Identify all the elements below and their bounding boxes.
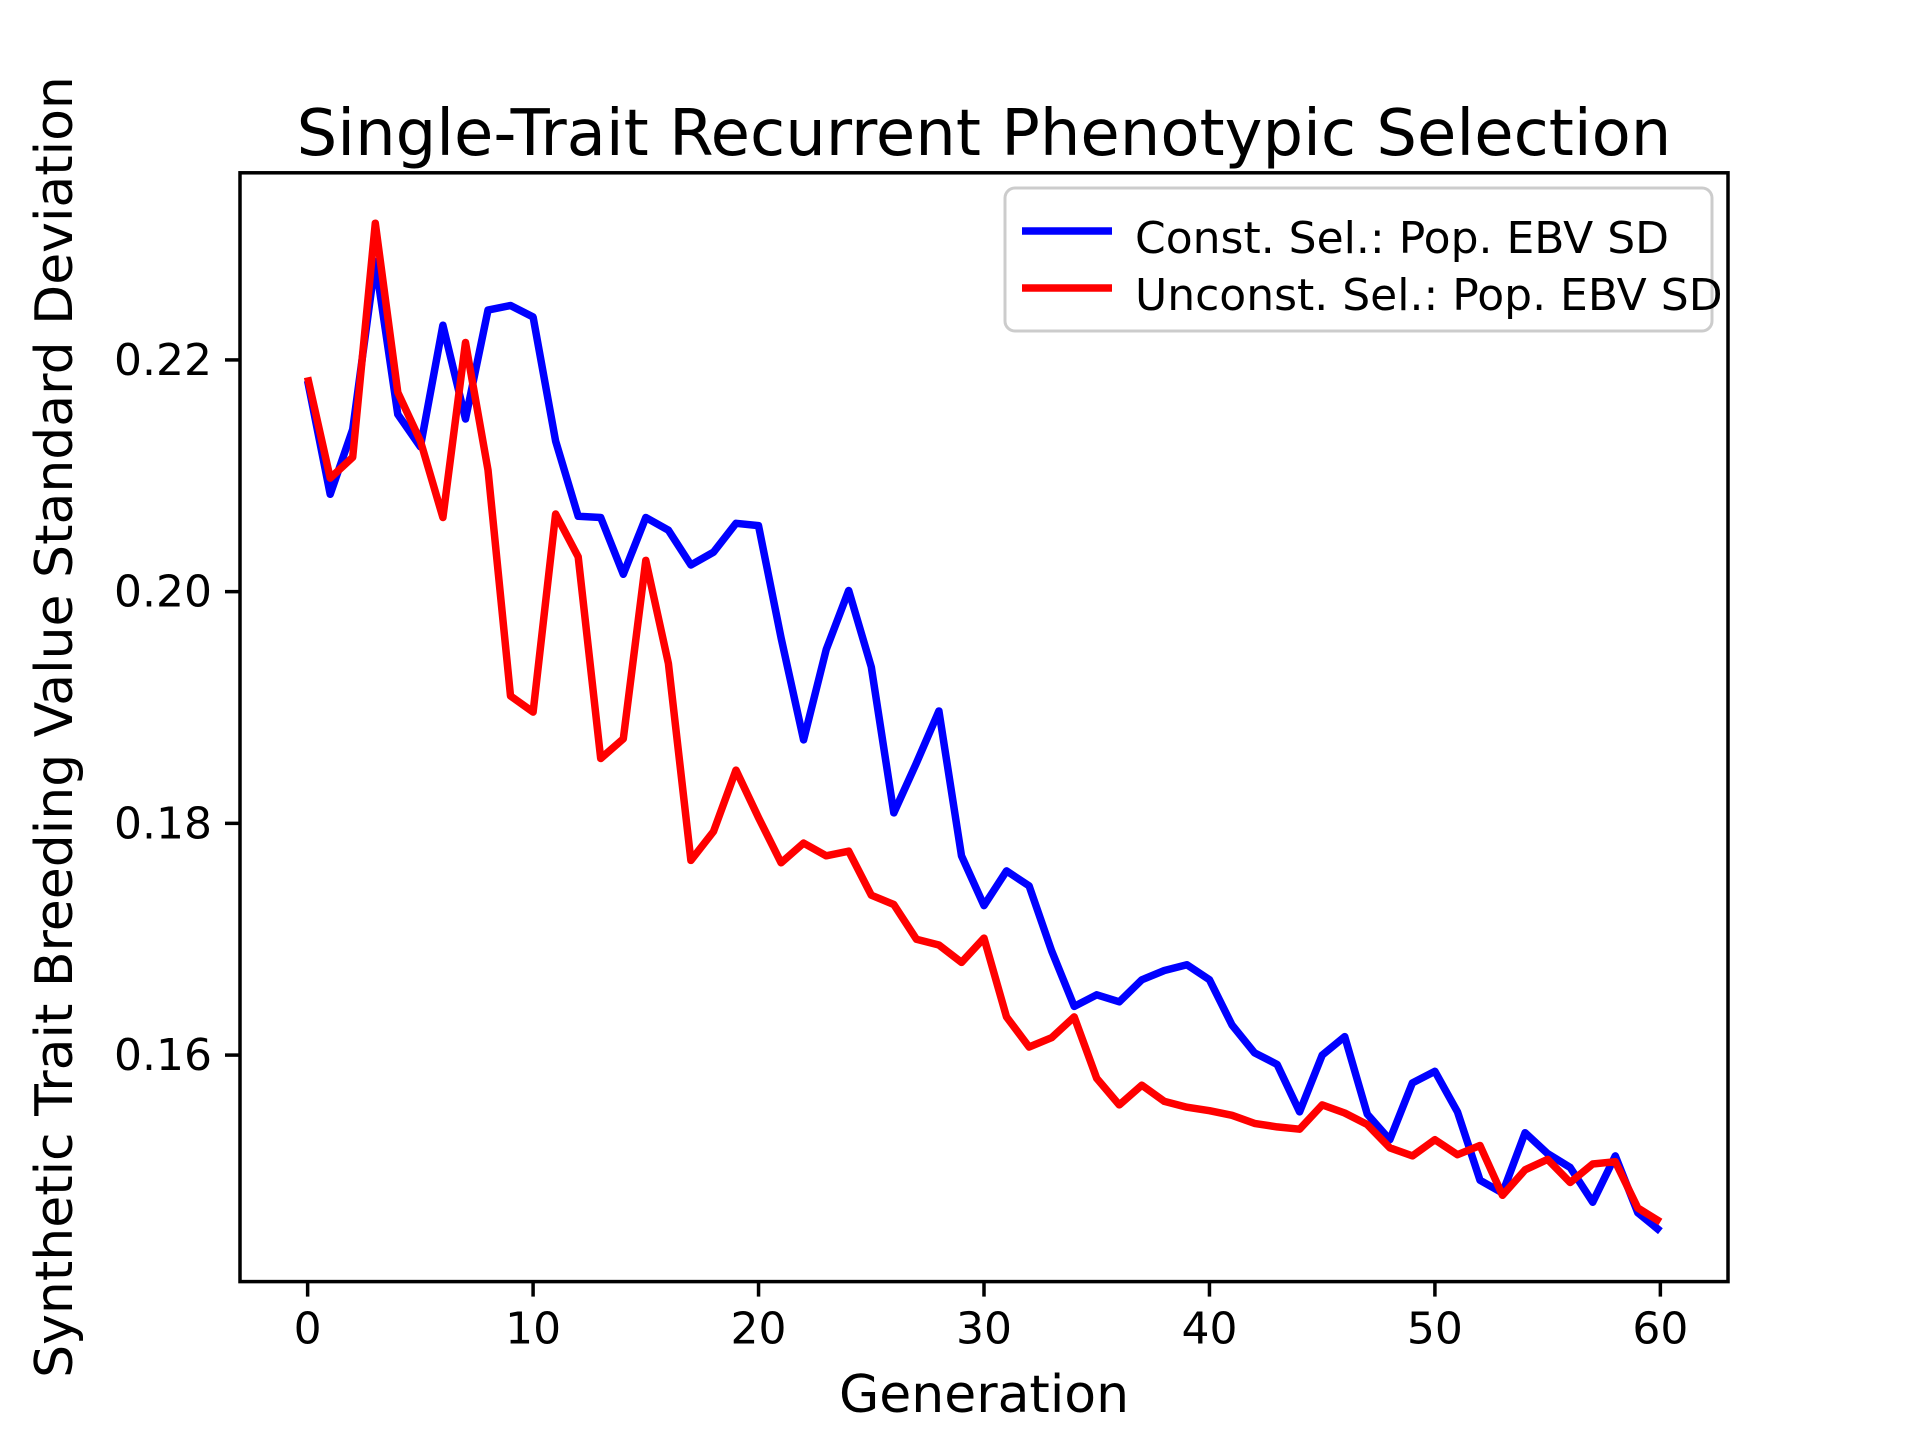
axes-frame	[238, 171, 1730, 1284]
chart-title: Single-Trait Recurrent Phenotypic Select…	[297, 97, 1672, 171]
x-tick-label: 40	[1181, 1304, 1237, 1355]
legend-label: Const. Sel.: Pop. EBV SD	[1135, 213, 1669, 264]
x-axis-label: Generation	[839, 1365, 1129, 1425]
x-tick-label: 50	[1407, 1304, 1463, 1355]
plot-area	[303, 219, 1663, 1235]
y-axis-label: Synthetic Trait Breeding Value Standard …	[25, 76, 85, 1378]
legend-box	[1003, 186, 1714, 333]
legend-label: Unconst. Sel.: Pop. EBV SD	[1135, 270, 1723, 321]
axes: 0 10 20 30 40 50 60 0.16 0.18 0.20 0.22	[114, 335, 1688, 1355]
plot-frame	[238, 171, 1730, 1284]
series-line-const	[303, 257, 1663, 1235]
x-tick-label: 10	[505, 1304, 561, 1355]
x-tick-label: 60	[1632, 1304, 1688, 1355]
x-tick-label: 20	[731, 1304, 787, 1355]
y-tick-label: 0.22	[114, 335, 212, 386]
x-tick-label: 30	[956, 1304, 1012, 1355]
x-tick-label: 0	[294, 1304, 322, 1355]
legend: Const. Sel.: Pop. EBV SD Unconst. Sel.: P…	[1003, 186, 1723, 333]
y-tick-label: 0.20	[114, 567, 212, 618]
y-tick-label: 0.16	[114, 1030, 212, 1081]
series-line-unconst	[303, 219, 1663, 1226]
y-tick-label: 0.18	[114, 798, 212, 849]
